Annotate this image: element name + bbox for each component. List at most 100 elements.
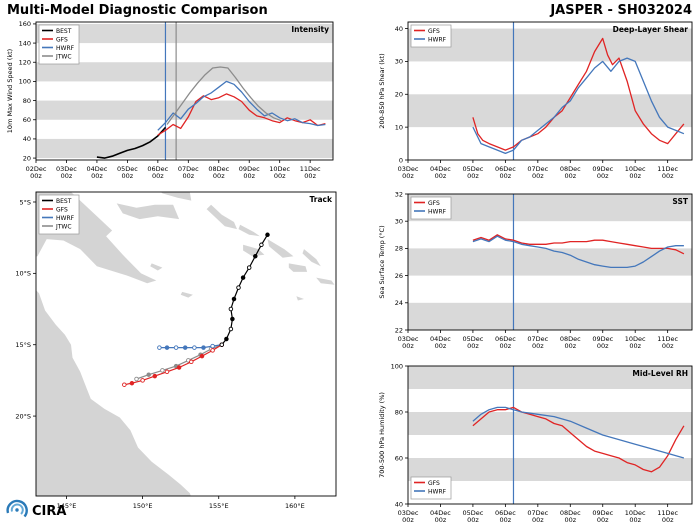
plot-frame — [407, 21, 693, 161]
y-tick-label: 40 — [395, 500, 403, 508]
x-tick-label: 08Dec — [560, 509, 581, 517]
x-tick-sublabel: 00z — [597, 516, 609, 524]
page-title: Multi-Model Diagnostic Comparison — [7, 3, 268, 18]
track-point-best — [240, 275, 246, 280]
x-tick-sublabel: 00z — [564, 342, 576, 350]
y-tick-label: 60 — [23, 116, 31, 124]
y-tick-label: 20 — [23, 154, 31, 162]
legend-label-gfs: GFS — [428, 200, 440, 207]
shaded-band — [36, 138, 333, 159]
x-tick-sublabel: 00z — [629, 516, 641, 524]
series-hwrf — [157, 80, 326, 131]
x-tick-label: 06Dec — [495, 165, 516, 173]
legend-label-gfs: GFS — [56, 37, 68, 44]
shaded-band — [408, 28, 692, 62]
y-tick-label: 80 — [23, 97, 31, 105]
y-tick-label: 160 — [19, 20, 31, 28]
y-tick-label: 24 — [395, 299, 403, 307]
track-point-best — [253, 253, 258, 259]
x-tick-label: 10Dec — [269, 165, 290, 173]
series-gfs — [472, 406, 685, 473]
series-hwrf — [472, 57, 685, 155]
landmass — [116, 203, 180, 220]
x-tick-sublabel: 00z — [500, 342, 512, 350]
x-tick-sublabel: 00z — [435, 516, 447, 524]
x-tick-label: 07Dec — [178, 165, 199, 173]
x-tick-sublabel: 00z — [182, 172, 194, 180]
track-point-jtwc — [146, 372, 151, 377]
x-tick-sublabel: 00z — [532, 172, 544, 180]
landmass — [302, 249, 321, 267]
shaded-band — [408, 302, 692, 330]
legend-label-gfs: GFS — [428, 480, 440, 487]
track-point-gfs — [210, 348, 215, 353]
legend-label-best: BEST — [56, 198, 72, 205]
track-point-gfs — [164, 369, 170, 375]
y-axis-label: 10m Max Wind Speed (kt) — [6, 49, 14, 133]
y-tick-label: 26 — [395, 272, 403, 280]
landmass — [316, 277, 335, 285]
series-jtwc — [166, 66, 282, 125]
y-tick-label: 60 — [395, 454, 403, 462]
legend-label-jtwc: JTWC — [55, 54, 72, 61]
legend-label-jtwc: JTWC — [55, 224, 72, 231]
track-point-best — [236, 285, 241, 290]
landmass — [206, 204, 237, 230]
x-tick-sublabel: 00z — [629, 172, 641, 180]
x-tick-sublabel: 00z — [629, 342, 641, 350]
x-tick-label: 07Dec — [527, 335, 548, 343]
x-tick-sublabel: 00z — [402, 172, 414, 180]
lat-tick-label: 15°S — [15, 341, 31, 349]
y-axis-label: 200-850 hPa Shear (kt) — [378, 53, 386, 128]
y-tick-label: 22 — [395, 326, 403, 334]
y-tick-label: 40 — [23, 135, 31, 143]
legend-label-hwrf: HWRF — [428, 209, 447, 216]
track-point-gfs — [129, 380, 135, 386]
map-layer — [36, 192, 335, 496]
series-hwrf — [472, 406, 685, 459]
mid-level-rh-plot: Mid-Level RH40608010003Dec00z04Dec00z05D… — [378, 362, 693, 524]
shaded-band — [36, 100, 333, 120]
x-tick-sublabel: 00z — [662, 516, 674, 524]
x-tick-label: 10Dec — [625, 335, 646, 343]
x-tick-label: 04Dec — [430, 335, 451, 343]
x-tick-label: 09Dec — [592, 165, 613, 173]
x-tick-label: 08Dec — [208, 165, 229, 173]
panel-title: Mid-Level RH — [632, 369, 688, 378]
landmass — [150, 263, 163, 271]
landmass — [288, 263, 308, 272]
track-point-hwrf — [192, 345, 197, 350]
lat-tick-label: 5°S — [19, 198, 31, 206]
track-point-hwrf — [182, 345, 188, 350]
landmass — [238, 224, 260, 237]
plot-frame — [407, 193, 693, 331]
panel-title: Deep-Layer Shear — [613, 25, 689, 34]
sst-plot: SST22242628303203Dec00z04Dec00z05Dec00z0… — [378, 190, 693, 350]
x-tick-label: 11Dec — [657, 509, 678, 517]
y-tick-label: 100 — [19, 78, 31, 86]
shaded-band — [408, 366, 692, 389]
x-tick-sublabel: 00z — [500, 516, 512, 524]
panel-title: Track — [310, 195, 333, 204]
x-tick-sublabel: 00z — [435, 172, 447, 180]
track-point-jtwc — [160, 368, 165, 373]
series-gfs — [472, 234, 685, 255]
y-tick-label: 40 — [395, 25, 403, 33]
track-point-jtwc — [134, 376, 139, 382]
shaded-band — [408, 458, 692, 481]
landmass — [36, 290, 191, 496]
x-tick-label: 04Dec — [430, 165, 451, 173]
x-tick-label: 10Dec — [625, 509, 646, 517]
track-point-best — [231, 296, 237, 302]
track-point-gfs — [199, 353, 205, 359]
x-tick-label: 06Dec — [147, 165, 168, 173]
cira-logo: CIRA — [6, 499, 66, 519]
cira-logo-text: CIRA — [32, 504, 66, 519]
plot-frame — [407, 365, 693, 505]
x-tick-sublabel: 00z — [500, 172, 512, 180]
x-tick-sublabel: 00z — [662, 342, 674, 350]
y-tick-label: 20 — [395, 91, 403, 99]
shaded-band — [408, 412, 692, 435]
x-tick-label: 03Dec — [398, 165, 419, 173]
